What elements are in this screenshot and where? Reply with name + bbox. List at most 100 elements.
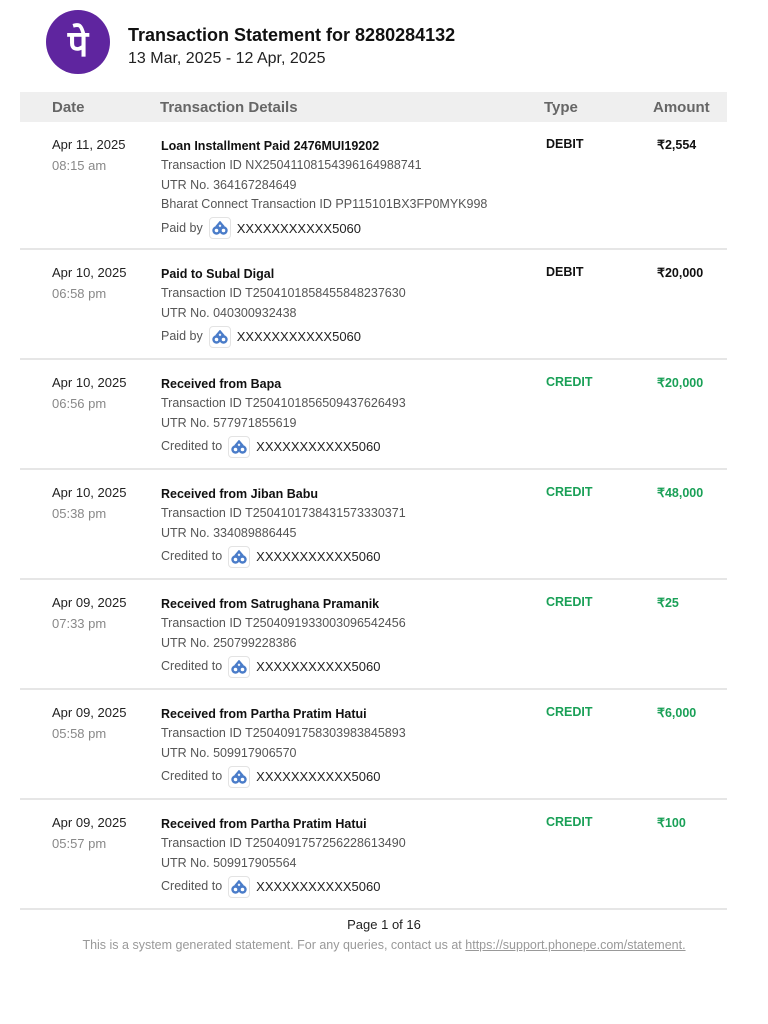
column-date: Date [52, 99, 85, 116]
txn-type: CREDIT [546, 375, 593, 389]
txn-account: Credited to XXXXXXXXXXX5060 [161, 655, 406, 678]
txn-account: Paid by XXXXXXXXXXX5060 [161, 325, 406, 348]
bank-icon [228, 545, 251, 568]
table-row: Apr 11, 2025 08:15 am Loan Installment Pai… [20, 122, 727, 250]
txn-amount: ₹6,000 [657, 706, 697, 720]
txn-type: CREDIT [546, 705, 593, 719]
txn-details: Loan Installment Paid 2476MUI19202 Transa… [161, 137, 488, 240]
txn-id: Transaction ID T2504101858455848237630 [161, 286, 406, 301]
account-number: XXXXXXXXXXX5060 [256, 439, 381, 455]
page-number: Page 1 of 16 [347, 917, 421, 932]
txn-utr: UTR No. 577971855619 [161, 415, 297, 430]
account-number: XXXXXXXXXXX5060 [256, 879, 381, 895]
txn-utr: UTR No. 364167284649 [161, 177, 297, 192]
account-label: Credited to [161, 659, 223, 674]
txn-account: Credited to XXXXXXXXXXX5060 [161, 765, 406, 788]
txn-time: 08:15 am [52, 158, 107, 173]
account-number: XXXXXXXXXXX5060 [236, 329, 362, 345]
table-row: Apr 09, 2025 07:33 pm Received from Satrug… [20, 580, 727, 690]
txn-account: Credited to XXXXXXXXXXX5060 [161, 875, 406, 898]
table-row: Apr 09, 2025 05:58 pm Received from Partha… [20, 690, 727, 800]
txn-title: Paid to Subal Digal [161, 267, 275, 281]
table-row: Apr 10, 2025 06:56 pm Received from Bapa Tr… [20, 360, 727, 470]
table-row: Apr 09, 2025 05:57 pm Received from Partha… [20, 800, 727, 910]
txn-details: Received from Jiban Babu Transaction ID T… [161, 485, 406, 568]
txn-amount: ₹48,000 [657, 486, 704, 500]
txn-details: Paid to Subal Digal Transaction ID T25041… [161, 265, 406, 348]
txn-amount: ₹2,554 [657, 138, 697, 152]
txn-details: Received from Bapa Transaction ID T250410… [161, 375, 406, 458]
txn-date: Apr 10, 2025 [52, 485, 127, 500]
txn-type: CREDIT [546, 595, 593, 609]
txn-utr: UTR No. 040300932438 [161, 305, 297, 320]
column-details: Transaction Details [160, 99, 298, 116]
txn-title: Received from Bapa [161, 377, 282, 391]
txn-date: Apr 11, 2025 [52, 137, 126, 152]
account-label: Credited to [161, 769, 223, 784]
statement-period: 13 Mar, 2025 - 12 Apr, 2025 [128, 50, 326, 67]
txn-type: CREDIT [546, 815, 593, 829]
column-amount: Amount [653, 99, 710, 116]
support-link[interactable]: https://support.phonepe.com/statement. [465, 938, 686, 952]
txn-time: 07:33 pm [52, 616, 107, 631]
footer-text: This is a system generated statement. Fo… [82, 938, 462, 952]
txn-type: DEBIT [546, 137, 584, 151]
table-row: Apr 10, 2025 06:58 pm Paid to Subal Digal T… [20, 250, 727, 360]
txn-time: 06:58 pm [52, 286, 107, 301]
account-label: Paid by [161, 220, 203, 235]
txn-title: Loan Installment Paid 2476MUI19202 [161, 139, 380, 153]
transaction-list: Apr 11, 2025 08:15 am Loan Installment Pai… [20, 122, 727, 910]
account-label: Credited to [161, 439, 223, 454]
txn-id: Transaction ID T2504101856509437626493 [161, 396, 406, 411]
account-number: XXXXXXXXXXX5060 [236, 220, 362, 236]
account-number: XXXXXXXXXXX5060 [256, 549, 381, 565]
account-label: Credited to [161, 549, 223, 564]
txn-bharat-connect-id: Bharat Connect Transaction ID PP115101BX… [161, 196, 488, 211]
txn-date: Apr 10, 2025 [52, 375, 127, 390]
txn-details: Received from Partha Pratim Hatui Transac… [161, 815, 406, 898]
txn-utr: UTR No. 334089886445 [161, 525, 297, 540]
txn-time: 05:38 pm [52, 506, 107, 521]
txn-title: Received from Jiban Babu [161, 487, 318, 501]
bank-icon [208, 325, 231, 348]
txn-utr: UTR No. 250799228386 [161, 635, 297, 650]
txn-amount: ₹20,000 [657, 266, 704, 280]
bank-icon [228, 655, 251, 678]
txn-utr: UTR No. 509917905564 [161, 855, 297, 870]
txn-title: Received from Partha Pratim Hatui [161, 817, 367, 831]
account-label: Paid by [161, 329, 203, 344]
footer-note: This is a system generated statement. Fo… [0, 938, 768, 952]
bank-icon [228, 765, 251, 788]
bank-icon [228, 875, 251, 898]
table-row: Apr 10, 2025 05:38 pm Received from Jiban … [20, 470, 727, 580]
txn-time: 06:56 pm [52, 396, 107, 411]
txn-date: Apr 09, 2025 [52, 595, 127, 610]
txn-date: Apr 10, 2025 [52, 265, 127, 280]
account-number: XXXXXXXXXXX5060 [256, 769, 381, 785]
txn-details: Received from Partha Pratim Hatui Transac… [161, 705, 406, 788]
txn-id: Transaction ID T2504091758303983845893 [161, 726, 406, 741]
txn-time: 05:57 pm [52, 836, 107, 851]
txn-id: Transaction ID T2504091933003096542456 [161, 616, 406, 631]
logo-glyph: पे [67, 22, 89, 64]
bank-icon [208, 217, 231, 240]
column-type: Type [544, 99, 578, 116]
txn-id: Transaction ID NX25041108154396164988741 [161, 158, 422, 173]
txn-date: Apr 09, 2025 [52, 705, 127, 720]
txn-title: Received from Satrughana Pramanik [161, 597, 380, 611]
table-header: Date Transaction Details Type Amount [20, 92, 727, 122]
txn-amount: ₹20,000 [657, 376, 704, 390]
bank-icon [228, 435, 251, 458]
txn-amount: ₹25 [657, 596, 679, 610]
txn-amount: ₹100 [657, 816, 686, 830]
txn-id: Transaction ID T2504101738431573330371 [161, 506, 406, 521]
account-label: Credited to [161, 879, 223, 894]
account-number: XXXXXXXXXXX5060 [256, 659, 381, 675]
txn-type: DEBIT [546, 265, 584, 279]
txn-date: Apr 09, 2025 [52, 815, 127, 830]
txn-account: Credited to XXXXXXXXXXX5060 [161, 435, 406, 458]
txn-account: Credited to XXXXXXXXXXX5060 [161, 545, 406, 568]
txn-type: CREDIT [546, 485, 593, 499]
txn-details: Received from Satrughana Pramanik Transac… [161, 595, 406, 678]
